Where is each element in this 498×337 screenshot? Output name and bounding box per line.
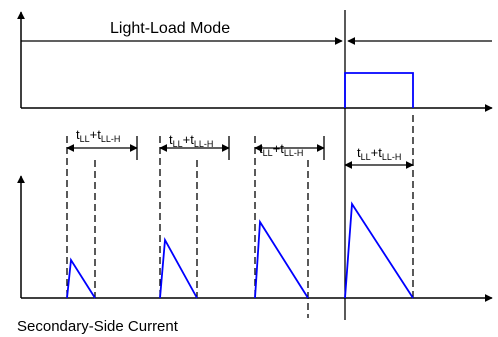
interval-arrows xyxy=(66,136,414,169)
mode-pulse xyxy=(344,72,414,108)
mode-label: Light-Load Mode xyxy=(110,20,230,37)
current-pulses xyxy=(66,201,414,299)
current-pulse-4 xyxy=(344,201,414,299)
interval-labels: tLL+tLL-H tLL+tLL-H tLL+tLL-H tLL+tLL-H xyxy=(76,127,401,162)
current-label: Secondary-Side Current xyxy=(17,318,179,335)
dashed-markers xyxy=(66,115,414,318)
current-pulse-3 xyxy=(254,219,309,299)
interval-4-label: tLL+tLL-H xyxy=(357,145,401,162)
interval-1-label: tLL+tLL-H xyxy=(76,127,120,144)
interval-3-label: tLL+tLL-H xyxy=(259,141,303,158)
current-pulse-2 xyxy=(159,236,198,299)
interval-2-label: tLL+tLL-H xyxy=(169,132,213,149)
current-pulse-1 xyxy=(66,257,96,299)
